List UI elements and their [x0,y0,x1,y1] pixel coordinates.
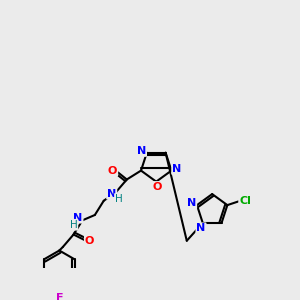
Text: H: H [70,220,77,230]
Text: N: N [73,213,83,223]
Text: O: O [108,166,117,176]
Text: N: N [107,189,116,199]
Text: O: O [85,236,94,246]
Text: N: N [137,146,146,156]
Text: N: N [172,164,182,174]
Text: F: F [56,292,63,300]
Text: O: O [152,182,162,192]
Text: N: N [196,223,206,233]
Text: N: N [187,198,196,208]
Text: Cl: Cl [239,196,251,206]
Text: H: H [115,194,123,204]
